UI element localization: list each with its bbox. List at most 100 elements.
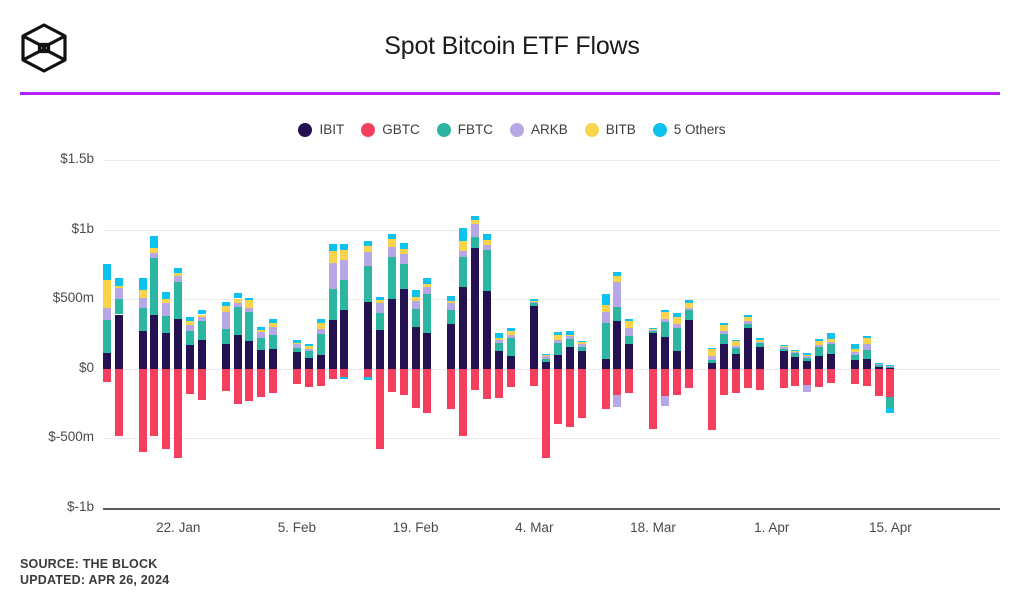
bar-column[interactable] xyxy=(459,160,468,508)
bar-column[interactable] xyxy=(304,160,313,508)
bar-column[interactable] xyxy=(103,160,111,508)
bar-segment xyxy=(886,364,895,366)
bar-segment xyxy=(743,328,752,369)
bar-column[interactable] xyxy=(506,160,515,508)
bar-segment xyxy=(803,361,812,369)
bar-column[interactable] xyxy=(411,160,420,508)
bar-segment xyxy=(316,334,325,355)
bar-column[interactable] xyxy=(755,160,764,508)
bar-column[interactable] xyxy=(470,160,479,508)
bar-column[interactable] xyxy=(482,160,491,508)
bar-segment xyxy=(613,306,622,322)
bar-segment xyxy=(340,310,349,369)
bar-column[interactable] xyxy=(233,160,242,508)
bar-segment xyxy=(660,322,669,337)
bar-segment xyxy=(470,237,479,248)
bar-segment xyxy=(221,329,230,345)
bar-segment xyxy=(530,300,539,302)
bar-column[interactable] xyxy=(162,160,171,508)
bar-column[interactable] xyxy=(850,160,859,508)
bar-column[interactable] xyxy=(565,160,574,508)
bar-segment xyxy=(506,327,515,331)
bar-column[interactable] xyxy=(257,160,266,508)
legend-item-bitb[interactable]: BITB xyxy=(584,122,636,137)
legend-item-5-others[interactable]: 5 Others xyxy=(652,122,726,137)
bar-segment xyxy=(732,354,741,369)
bar-segment xyxy=(482,290,491,369)
bar-column[interactable] xyxy=(269,160,278,508)
bar-segment xyxy=(411,301,420,309)
bar-segment xyxy=(340,249,349,260)
bar-column[interactable] xyxy=(340,160,349,508)
bar-column[interactable] xyxy=(886,160,895,508)
bar-column[interactable] xyxy=(732,160,741,508)
bar-column[interactable] xyxy=(364,160,373,508)
bar-column[interactable] xyxy=(672,160,681,508)
bar-column[interactable] xyxy=(874,160,883,508)
bar-column[interactable] xyxy=(530,160,539,508)
bar-column[interactable] xyxy=(150,160,159,508)
bar-column[interactable] xyxy=(601,160,610,508)
chart-legend: IBIT GBTC FBTC ARKB BITB 5 Others xyxy=(0,122,1024,137)
bar-segment xyxy=(150,258,159,316)
bar-segment xyxy=(197,314,206,318)
legend-item-arkb[interactable]: ARKB xyxy=(509,122,568,137)
bar-column[interactable] xyxy=(542,160,551,508)
bar-column[interactable] xyxy=(114,160,123,508)
bar-segment xyxy=(376,329,384,369)
bar-column[interactable] xyxy=(827,160,836,508)
legend-item-ibit[interactable]: IBIT xyxy=(298,122,344,137)
x-axis-tick-label: 15. Apr xyxy=(869,520,912,535)
bar-segment xyxy=(186,345,195,369)
bar-segment xyxy=(257,350,266,369)
bar-column[interactable] xyxy=(660,160,669,508)
bar-column[interactable] xyxy=(720,160,729,508)
bar-segment xyxy=(565,338,574,347)
bar-segment xyxy=(470,216,479,220)
bar-column[interactable] xyxy=(815,160,824,508)
bar-column[interactable] xyxy=(292,160,301,508)
bar-column[interactable] xyxy=(423,160,432,508)
bar-segment xyxy=(423,368,432,414)
bar-column[interactable] xyxy=(316,160,325,508)
bar-column[interactable] xyxy=(245,160,254,508)
legend-item-fbtc[interactable]: FBTC xyxy=(436,122,493,137)
bar-segment xyxy=(387,234,396,239)
bar-column[interactable] xyxy=(447,160,456,508)
y-axis-labels: $1.5b $1b $500m $0 $-500m $-1b xyxy=(8,151,94,514)
bar-column[interactable] xyxy=(186,160,195,508)
bar-column[interactable] xyxy=(494,160,503,508)
bar-column[interactable] xyxy=(399,160,408,508)
bar-column[interactable] xyxy=(554,160,563,508)
y-axis-tick-label: $-1b xyxy=(66,499,94,514)
bar-column[interactable] xyxy=(803,160,812,508)
bar-column[interactable] xyxy=(613,160,622,508)
bar-column[interactable] xyxy=(862,160,871,508)
bar-segment xyxy=(150,368,159,436)
bar-column[interactable] xyxy=(138,160,147,508)
bar-column[interactable] xyxy=(625,160,634,508)
bar-column[interactable] xyxy=(779,160,788,508)
bar-column[interactable] xyxy=(221,160,230,508)
bar-column[interactable] xyxy=(387,160,396,508)
bar-column[interactable] xyxy=(328,160,337,508)
bar-segment xyxy=(886,366,895,367)
bar-segment xyxy=(815,340,824,346)
bar-segment xyxy=(316,368,325,387)
bar-segment xyxy=(815,368,824,387)
bar-column[interactable] xyxy=(577,160,586,508)
bar-column[interactable] xyxy=(791,160,800,508)
bar-column[interactable] xyxy=(743,160,752,508)
bar-segment xyxy=(862,343,871,350)
bar-segment xyxy=(186,321,195,325)
bar-column[interactable] xyxy=(376,160,384,508)
legend-item-gbtc[interactable]: GBTC xyxy=(361,122,420,137)
bar-segment xyxy=(542,359,551,362)
bar-column[interactable] xyxy=(174,160,183,508)
bar-column[interactable] xyxy=(649,160,658,508)
bar-column[interactable] xyxy=(684,160,693,508)
bar-column[interactable] xyxy=(197,160,206,508)
bar-segment xyxy=(494,333,503,339)
bar-column[interactable] xyxy=(708,160,717,508)
